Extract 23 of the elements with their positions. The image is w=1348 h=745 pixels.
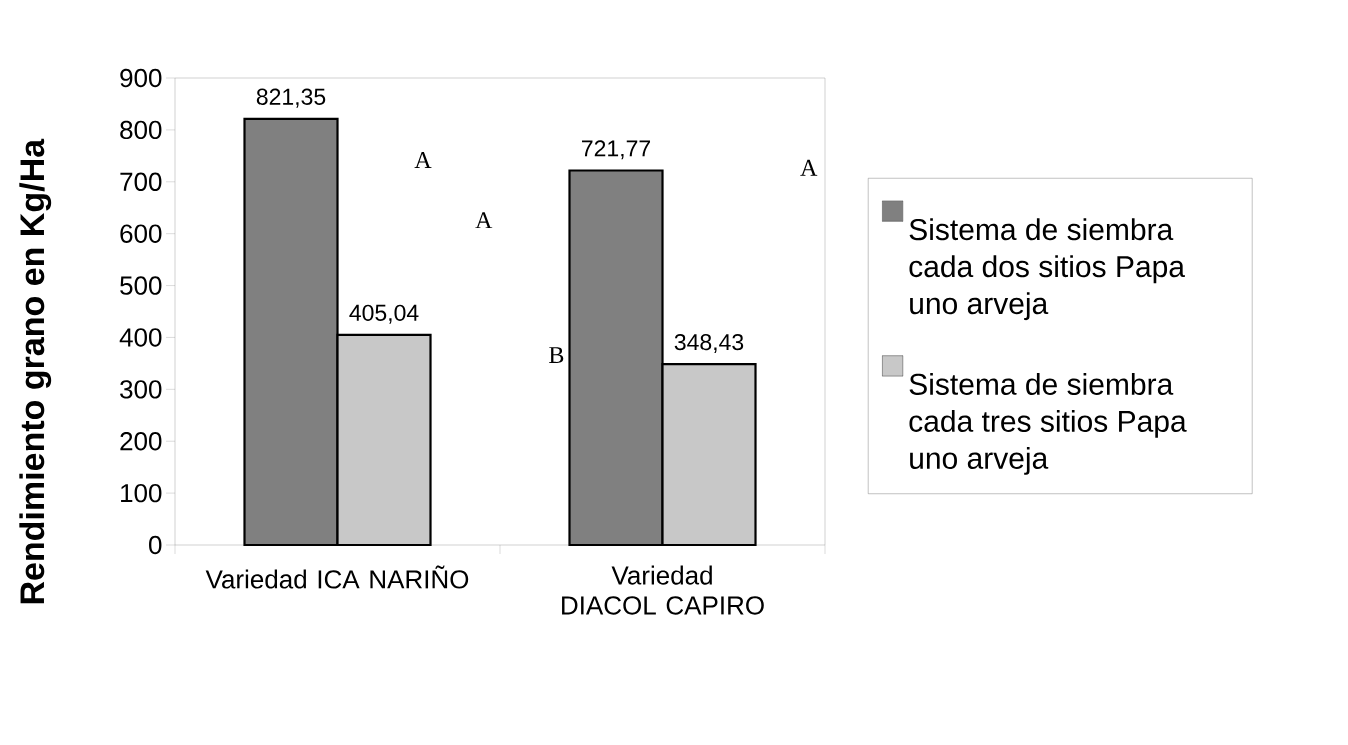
y-tick-label: 700: [120, 172, 162, 191]
y-tick-label: 600: [120, 224, 162, 243]
y-tick-label: 200: [120, 432, 162, 451]
x-tick-label: Variedad DIACOL CAPIRO: [562, 565, 764, 615]
data-label: 405,04: [349, 304, 419, 324]
y-tick-label: 300: [120, 380, 162, 399]
legend-label: Sistema de siembra cada dos sitios Papa uno arveja: [909, 218, 1185, 321]
data-label: 821,35: [256, 88, 326, 108]
annotation: A: [414, 152, 432, 168]
y-tick-label: 100: [121, 483, 162, 503]
annotation: A: [800, 159, 818, 176]
data-label: 348,43: [674, 334, 744, 354]
annotation: A: [475, 212, 493, 229]
y-tick-label: 0: [149, 535, 162, 555]
y-tick-label: 900: [120, 68, 162, 88]
y-tick-label: 800: [120, 120, 162, 140]
annotation: B: [549, 347, 564, 363]
y-axis-title: Rendimiento grano en Kg/Ha: [19, 138, 52, 604]
y-tick-label: 400: [119, 328, 162, 347]
data-label: 721,77: [582, 140, 651, 160]
x-tick-label: Variedad ICA NARIÑO: [205, 565, 469, 589]
legend-label: Sistema de siembra cada tres sitios Papa uno arveja: [909, 372, 1187, 475]
y-tick-label: 500: [120, 276, 162, 295]
